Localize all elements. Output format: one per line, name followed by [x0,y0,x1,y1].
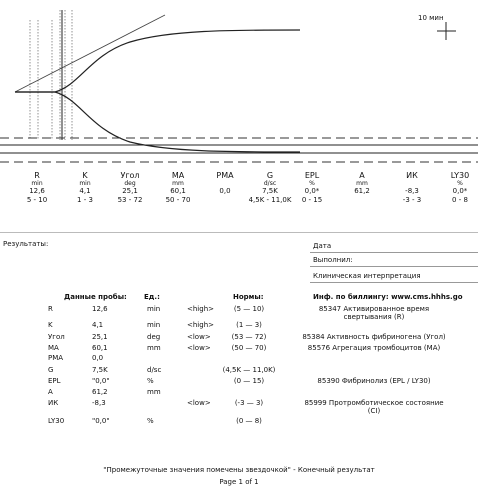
row-norm: (-3 — 3) [234,399,264,407]
row-name: K [48,321,53,329]
param-value: 60,1 [170,187,186,195]
param-name: A [359,171,365,180]
param-name: R [34,171,40,180]
table-header: Ед.: [144,293,160,301]
row-norm: (5 — 10) [233,305,265,313]
row-unit: min [147,321,161,329]
param-range: 1 - 3 [77,196,93,204]
row-value: 0,0 [92,354,104,362]
row-unit: mm [147,388,161,396]
param-name: MA [171,171,185,180]
param-range: 0 - 15 [301,196,323,204]
row-flag: <low> [187,399,211,407]
param-name: PMA [216,171,234,180]
param-unit: mm [172,180,184,187]
teg-trace [0,10,478,163]
param-name: ИК [406,171,418,180]
row-name: ИК [48,399,59,407]
param-unit: min [79,180,91,187]
row-unit: d/sc [147,366,162,374]
scale-label: 10 мин [418,14,444,22]
row-value: 4,1 [92,321,104,329]
row-name: PMA [48,354,64,362]
row-value: 61,2 [92,388,108,396]
row-name: LY30 [48,417,65,425]
row-billing: 85576 Агрегация тромбоцитов (MA) [307,344,441,352]
row-norm: (53 — 72) [231,333,267,341]
row-value: "0,0" [92,417,110,425]
results-label: Результаты: [3,240,49,248]
row-billing: 85390 Фибринолиз (EPL / LY30) [317,377,431,385]
param-value: 0,0* [452,187,468,195]
param-value: 25,1 [122,187,138,195]
interpretation-label: Клиническая интерпретация [313,272,421,280]
row-name: Угол [48,333,65,341]
param-unit: min [31,180,43,187]
rule [310,266,478,267]
param-unit: d/sc [263,180,277,187]
row-flag: <low> [187,344,211,352]
param-name: K [82,171,88,180]
param-name: LY30 [450,171,470,180]
param-value: 0,0 [219,187,231,195]
param-range: 50 - 70 [165,196,191,204]
param-unit: mm [356,180,368,187]
date-label: Дата [313,242,332,250]
rule [310,282,478,283]
row-value: 7,5K [92,366,108,374]
row-unit: % [147,377,154,385]
row-unit: deg [147,333,161,341]
row-norm: (4,5K — 11,0K) [222,366,276,374]
row-flag: <high> [187,305,214,313]
row-name: A [48,388,53,396]
param-range: 4,5K - 11,0K [248,196,292,204]
row-name: G [48,366,54,374]
divider [0,232,478,233]
row-billing: 85999 Протромботическое состояние (CI) [304,399,444,415]
row-value: 25,1 [92,333,108,341]
row-value: "0,0" [92,377,110,385]
param-name: Угол [120,171,140,180]
row-flag: <low> [187,333,211,341]
page-number: Page 1 of 1 [219,478,259,486]
param-unit: deg [124,180,136,187]
row-norm: (0 — 8) [236,417,262,425]
table-header: Инф. по биллингу: www.cms.hhhs.go [313,293,463,301]
row-unit: min [147,305,161,313]
performed-label: Выполнил: [313,256,353,264]
row-name: EPL [48,377,61,385]
param-value: 12,6 [29,187,45,195]
param-range: -3 - 3 [402,196,422,204]
param-value: 61,2 [354,187,370,195]
param-range: 5 - 10 [26,196,48,204]
rule [310,252,478,253]
row-billing: 85384 Активность фибриногена (Угол) [302,333,446,341]
row-norm: (0 — 15) [233,377,265,385]
param-name: EPL [304,171,320,180]
row-flag: <high> [187,321,214,329]
table-header: Нормы: [233,293,264,301]
row-name: MA [48,344,59,352]
row-unit: % [147,417,154,425]
param-unit: % [309,180,315,187]
row-unit: mm [147,344,161,352]
param-value: -8,3 [405,187,419,195]
table-header: Данные пробы: [64,293,127,301]
param-value: 4,1 [79,187,91,195]
param-value: 7,5K [262,187,278,195]
row-billing: 85347 Активированное время свертывания (… [318,305,430,321]
row-norm: (1 — 3) [236,321,262,329]
param-name: G [266,171,274,180]
row-value: -8,3 [92,399,106,407]
row-value: 12,6 [92,305,108,313]
param-unit: % [457,180,463,187]
param-value: 0,0* [304,187,320,195]
row-norm: (50 — 70) [231,344,267,352]
footer-note: "Промежуточные значения помечены звездоч… [103,466,375,474]
row-value: 60,1 [92,344,108,352]
param-range: 53 - 72 [117,196,143,204]
param-range: 0 - 8 [452,196,468,204]
row-name: R [48,305,53,313]
